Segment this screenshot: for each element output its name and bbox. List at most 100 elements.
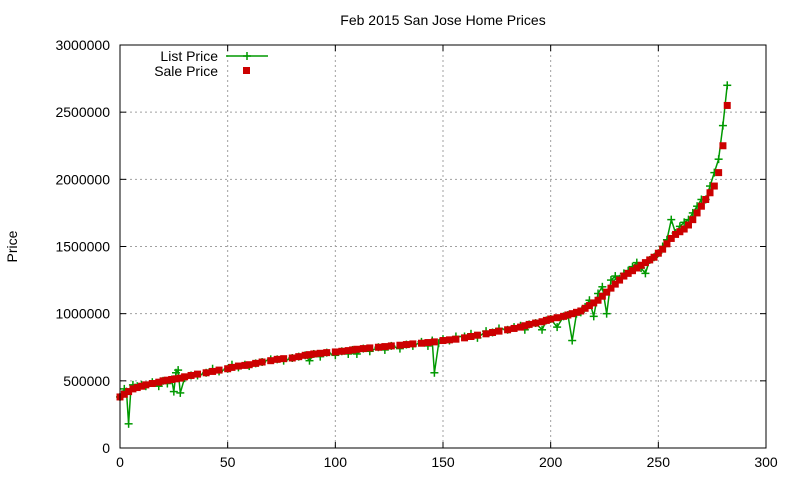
data-point-list-price — [174, 366, 183, 375]
data-point-sale-price — [305, 351, 313, 359]
data-point-sale-price — [228, 363, 236, 371]
data-point-sale-price — [473, 331, 481, 339]
data-point-sale-price — [374, 343, 382, 351]
data-point-sale-price — [581, 304, 589, 312]
data-point-sale-price — [641, 259, 649, 267]
data-point-list-price — [611, 272, 620, 281]
data-point-list-price — [538, 325, 547, 334]
data-point-sale-price — [202, 369, 210, 377]
data-point-sale-price — [633, 264, 641, 272]
data-point-sale-price — [187, 371, 195, 379]
data-point-sale-price — [672, 230, 680, 238]
data-point-sale-price — [138, 382, 146, 390]
data-point-sale-price — [172, 375, 180, 383]
data-point-sale-price — [288, 354, 296, 362]
data-point-sale-price — [155, 378, 163, 386]
data-point-sale-price — [624, 269, 632, 277]
data-point-sale-price — [331, 348, 339, 356]
legend-label-list-price: List Price — [160, 48, 218, 64]
data-point-sale-price — [120, 390, 128, 398]
data-point-sale-price — [542, 316, 550, 324]
data-point-sale-price — [168, 375, 176, 383]
data-point-sale-price — [715, 169, 723, 177]
grid — [120, 45, 766, 448]
data-point-sale-price — [560, 312, 568, 320]
data-point-list-price — [667, 215, 676, 224]
data-point-sale-price — [125, 388, 133, 396]
legend: List Price Sale Price — [154, 48, 268, 79]
data-point-sale-price — [194, 370, 202, 378]
data-point-sale-price — [637, 261, 645, 269]
data-point-sale-price — [706, 189, 714, 197]
data-point-sale-price — [689, 216, 697, 224]
data-point-list-price — [714, 155, 723, 164]
data-point-sale-price — [667, 234, 675, 242]
y-tick-label: 2500000 — [55, 104, 110, 120]
y-tick-label: 2000000 — [55, 171, 110, 187]
data-point-sale-price — [628, 267, 636, 275]
y-tick-label: 1000000 — [55, 306, 110, 322]
data-point-sale-price — [620, 272, 628, 280]
data-point-sale-price — [538, 318, 546, 326]
x-tick-label: 300 — [754, 454, 778, 470]
data-point-sale-price — [349, 346, 357, 354]
data-point-sale-price — [163, 376, 171, 384]
data-point-sale-price — [267, 357, 275, 365]
x-tick-label: 50 — [220, 454, 236, 470]
data-point-sale-price — [409, 340, 417, 348]
data-point-sale-price — [344, 347, 352, 355]
data-point-list-price — [553, 323, 562, 332]
data-point-sale-price — [603, 288, 611, 296]
data-point-sale-price — [148, 380, 156, 388]
data-point-sale-price — [654, 249, 662, 257]
legend-label-sale-price: Sale Price — [154, 63, 218, 79]
data-point-sale-price — [504, 326, 512, 334]
data-point-sale-price — [258, 358, 266, 366]
data-point-sale-price — [452, 335, 460, 343]
data-point-sale-price — [489, 328, 497, 336]
data-point-sale-price — [224, 365, 232, 373]
data-point-sale-price — [684, 221, 692, 229]
data-point-sale-price — [650, 253, 658, 261]
data-point-sale-price — [495, 327, 503, 335]
y-tick-label: 3000000 — [55, 37, 110, 53]
y-tick-label: 0 — [102, 440, 110, 456]
data-point-list-price — [568, 336, 577, 345]
data-point-sale-price — [280, 355, 288, 363]
data-point-sale-price — [568, 310, 576, 318]
y-tick-label: 1500000 — [55, 239, 110, 255]
data-point-sale-price — [402, 341, 410, 349]
y-axis-label: Price — [4, 230, 20, 262]
data-point-sale-price — [387, 342, 395, 350]
data-point-sale-price — [482, 330, 490, 338]
data-point-sale-price — [680, 225, 688, 233]
data-point-sale-price — [659, 245, 667, 253]
data-point-sale-price — [577, 307, 585, 315]
data-point-sale-price — [245, 361, 253, 369]
data-point-sale-price — [142, 381, 150, 389]
x-tick-label: 250 — [647, 454, 671, 470]
data-point-sale-price — [215, 366, 223, 374]
data-point-sale-price — [461, 334, 469, 342]
x-tick-label: 100 — [324, 454, 348, 470]
x-tick-label: 150 — [431, 454, 455, 470]
data-point-sale-price — [445, 336, 453, 344]
data-point-sale-price — [273, 355, 281, 363]
data-point-list-price — [169, 387, 178, 396]
series-sale-price — [116, 101, 731, 401]
data-point-sale-price — [702, 195, 710, 203]
series-layer — [116, 81, 732, 428]
data-point-sale-price — [585, 302, 593, 310]
data-point-sale-price — [564, 311, 572, 319]
data-point-sale-price — [381, 343, 389, 351]
data-point-sale-price — [176, 374, 184, 382]
data-point-sale-price — [252, 359, 260, 367]
legend-swatch-sale-price — [243, 67, 250, 74]
data-point-sale-price — [353, 345, 361, 353]
data-point-sale-price — [417, 339, 425, 347]
data-point-sale-price — [366, 344, 374, 352]
data-point-sale-price — [693, 209, 701, 217]
data-point-sale-price — [467, 333, 475, 341]
